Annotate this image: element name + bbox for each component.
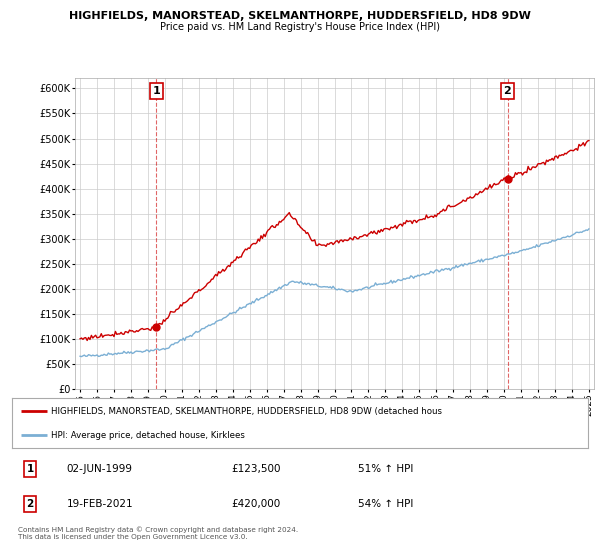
Text: 1: 1 (26, 464, 34, 474)
Text: £123,500: £123,500 (231, 464, 280, 474)
Text: £420,000: £420,000 (231, 499, 280, 509)
Text: 2: 2 (26, 499, 34, 509)
Text: 54% ↑ HPI: 54% ↑ HPI (358, 499, 413, 509)
Text: HPI: Average price, detached house, Kirklees: HPI: Average price, detached house, Kirk… (51, 431, 245, 440)
Text: 51% ↑ HPI: 51% ↑ HPI (358, 464, 413, 474)
Text: HIGHFIELDS, MANORSTEAD, SKELMANTHORPE, HUDDERSFIELD, HD8 9DW: HIGHFIELDS, MANORSTEAD, SKELMANTHORPE, H… (69, 11, 531, 21)
Text: 02-JUN-1999: 02-JUN-1999 (67, 464, 133, 474)
Text: 2: 2 (503, 86, 511, 96)
Text: 1: 1 (152, 86, 160, 96)
Text: Price paid vs. HM Land Registry's House Price Index (HPI): Price paid vs. HM Land Registry's House … (160, 22, 440, 32)
Text: HIGHFIELDS, MANORSTEAD, SKELMANTHORPE, HUDDERSFIELD, HD8 9DW (detached hous: HIGHFIELDS, MANORSTEAD, SKELMANTHORPE, H… (51, 407, 442, 416)
Text: Contains HM Land Registry data © Crown copyright and database right 2024.
This d: Contains HM Land Registry data © Crown c… (18, 526, 298, 540)
Text: 19-FEB-2021: 19-FEB-2021 (67, 499, 133, 509)
